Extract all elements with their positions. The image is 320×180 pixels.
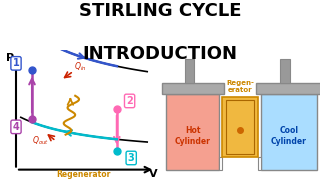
Text: 3: 3 xyxy=(128,153,135,163)
Bar xyxy=(185,59,194,83)
Text: STIRLING CYCLE: STIRLING CYCLE xyxy=(79,2,241,20)
Text: $Q_{out}$: $Q_{out}$ xyxy=(32,135,49,147)
Text: Cool
Cylinder: Cool Cylinder xyxy=(271,126,307,145)
Bar xyxy=(280,59,291,83)
Bar xyxy=(226,100,254,154)
Text: 4: 4 xyxy=(12,122,20,132)
Bar xyxy=(219,157,222,170)
Bar xyxy=(162,83,224,94)
Text: INTRODUCTION: INTRODUCTION xyxy=(83,45,237,63)
Text: 1: 1 xyxy=(12,58,20,68)
Bar xyxy=(166,94,219,170)
Text: $Q_{in}$: $Q_{in}$ xyxy=(74,61,86,73)
Text: Regenerator: Regenerator xyxy=(56,170,110,179)
Text: V: V xyxy=(149,169,157,179)
Text: 2: 2 xyxy=(126,96,133,106)
Bar xyxy=(261,94,317,170)
Text: Regen-
erator: Regen- erator xyxy=(226,80,254,93)
Bar xyxy=(256,83,320,94)
Bar xyxy=(222,97,258,157)
Text: P: P xyxy=(6,53,14,63)
Text: Hot
Cylinder: Hot Cylinder xyxy=(175,126,211,145)
Bar xyxy=(258,157,261,170)
